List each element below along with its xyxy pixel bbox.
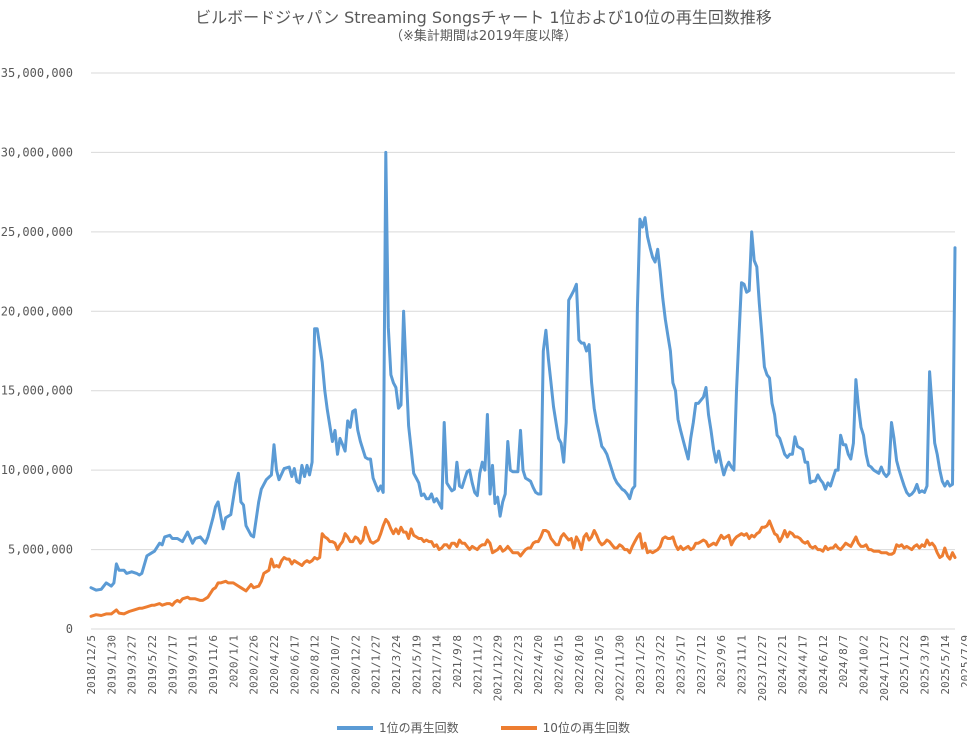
x-tick-label: 2025/3/19	[919, 635, 932, 695]
x-tick-label: 2021/11/3	[471, 635, 484, 695]
x-tick-label: 2021/5/19	[410, 635, 423, 695]
x-tick-label: 2020/10/7	[329, 635, 342, 695]
x-tick-label: 2020/4/22	[268, 635, 281, 695]
x-tick-label: 2019/1/30	[105, 635, 118, 695]
chart-title: ビルボードジャパン Streaming Songsチャート 1位および10位の再…	[195, 8, 772, 27]
x-tick-label: 2024/2/21	[776, 635, 789, 695]
y-tick-label: 25,000,000	[1, 225, 73, 239]
y-tick-label: 35,000,000	[1, 66, 73, 80]
x-tick-label: 2020/6/17	[288, 635, 301, 695]
y-axis-ticks: 0 5,000,000 10,000,000 15,000,000 20,000,000…	[1, 66, 73, 636]
series-lines	[89, 150, 957, 618]
legend-item-rank10: 10位の再生回数	[500, 719, 630, 736]
x-tick-label: 2023/12/27	[756, 635, 769, 701]
x-tick-label: 2024/10/2	[858, 635, 871, 695]
x-tick-label: 2022/11/30	[614, 635, 627, 701]
series-line-rank10	[89, 517, 957, 618]
legend-swatch-rank1	[337, 725, 374, 730]
x-tick-label: 2020/8/12	[309, 635, 322, 695]
legend: 1位の再生回数 10位の再生回数	[0, 719, 967, 736]
x-tick-label: 2023/7/12	[695, 635, 708, 695]
legend-swatch-rank10	[500, 725, 537, 730]
x-tick-label: 2024/6/12	[817, 635, 830, 695]
x-tick-label: 2021/9/8	[451, 635, 464, 688]
x-tick-label: 2023/5/17	[675, 635, 688, 695]
y-tick-label: 20,000,000	[1, 304, 73, 318]
x-tick-label: 2024/8/7	[837, 635, 850, 688]
x-tick-label: 2021/1/27	[370, 635, 383, 695]
x-tick-label: 2022/6/15	[553, 635, 566, 695]
x-tick-label: 2021/7/14	[431, 635, 444, 695]
x-tick-label: 2024/4/17	[797, 635, 810, 695]
x-tick-label: 2021/12/29	[492, 635, 505, 701]
y-tick-label: 15,000,000	[1, 384, 73, 398]
x-tick-label: 2024/11/27	[878, 635, 891, 701]
legend-label-rank10: 10位の再生回数	[542, 721, 630, 735]
x-tick-label: 2023/9/6	[715, 635, 728, 688]
x-tick-label: 2019/9/11	[187, 635, 200, 695]
x-tick-label: 2018/12/5	[85, 635, 98, 695]
chart-subtitle: （※集計期間は2019年度以降）	[390, 29, 577, 44]
y-tick-label: 30,000,000	[1, 145, 73, 159]
x-tick-label: 2022/8/10	[573, 635, 586, 695]
series-line-rank1	[89, 150, 957, 592]
x-tick-label: 2025/1/22	[898, 635, 911, 695]
x-tick-label: 2025/7/9	[959, 635, 967, 688]
x-axis-ticks: 2018/12/5 2019/1/30 2019/3/27 2019/5/22 2019…	[85, 635, 967, 702]
y-tick-label: 5,000,000	[8, 543, 73, 557]
y-tick-label: 10,000,000	[1, 463, 73, 477]
x-tick-label: 2019/7/17	[166, 635, 179, 695]
x-tick-label: 2021/3/24	[390, 635, 403, 695]
x-tick-label: 2022/2/23	[512, 635, 525, 695]
gridlines	[91, 72, 955, 630]
x-tick-label: 2023/3/22	[654, 635, 667, 695]
x-tick-label: 2023/1/25	[634, 635, 647, 695]
x-tick-label: 2019/11/6	[207, 635, 220, 695]
x-tick-label: 2022/4/20	[532, 635, 545, 695]
x-tick-label: 2023/11/1	[736, 635, 749, 695]
x-tick-label: 2025/5/14	[939, 635, 952, 695]
x-tick-label: 2020/1/1	[227, 635, 240, 688]
x-tick-label: 2019/3/27	[126, 635, 139, 695]
x-tick-label: 2022/10/5	[593, 635, 606, 695]
x-tick-label: 2019/5/22	[146, 635, 159, 695]
x-tick-label: 2020/12/2	[349, 635, 362, 695]
legend-label-rank1: 1位の再生回数	[379, 721, 459, 735]
y-tick-label: 0	[66, 622, 73, 636]
legend-item-rank1: 1位の再生回数	[337, 719, 459, 736]
x-tick-label: 2020/2/26	[248, 635, 261, 695]
